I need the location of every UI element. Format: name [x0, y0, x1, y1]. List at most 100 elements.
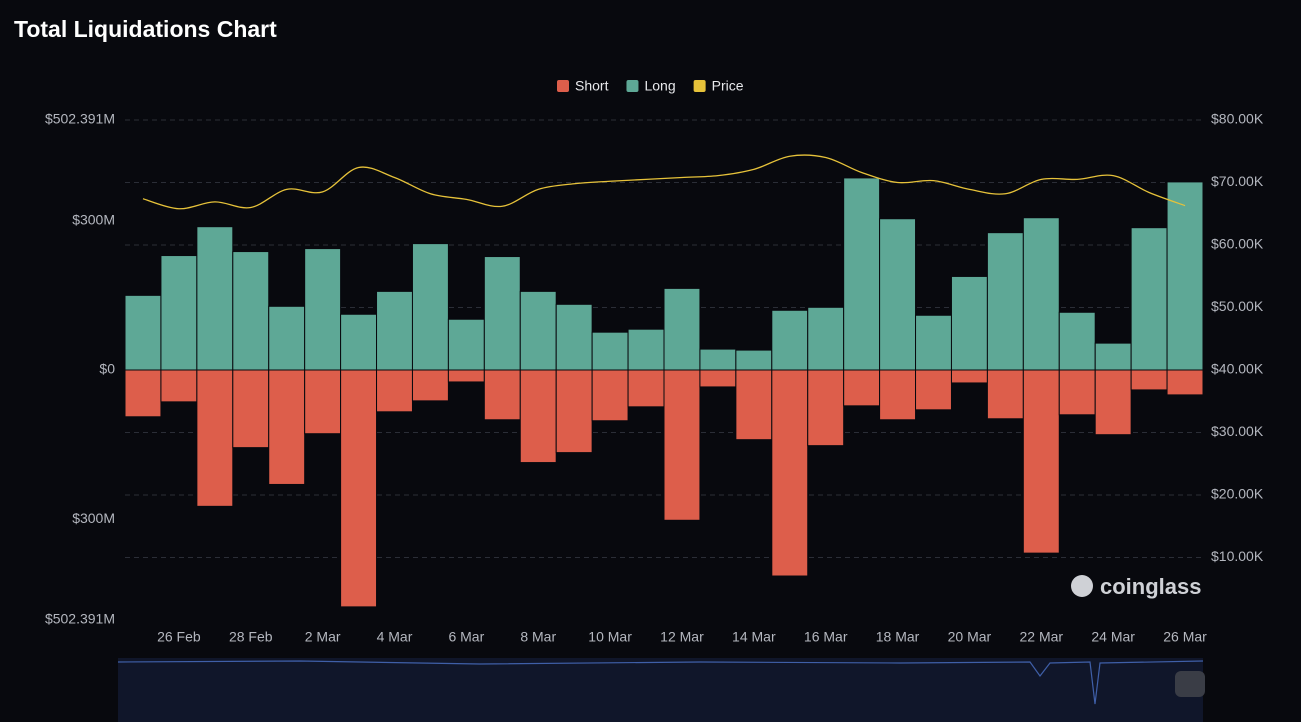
- watermark: coinglass: [1071, 574, 1201, 599]
- bar: [1094, 342, 1132, 371]
- x-tick-label: 10 Mar: [588, 629, 632, 645]
- bar: [1166, 369, 1204, 396]
- bar: [1130, 227, 1168, 371]
- bar: [124, 294, 162, 371]
- legend-swatch: [557, 80, 569, 92]
- bar: [879, 218, 917, 371]
- bar: [807, 369, 845, 447]
- bar: [268, 369, 306, 485]
- x-tick-label: 12 Mar: [660, 629, 704, 645]
- bar: [447, 318, 485, 371]
- legend-label: Long: [644, 78, 675, 94]
- x-tick-label: 16 Mar: [804, 629, 848, 645]
- bar: [663, 369, 701, 521]
- bar: [304, 248, 342, 371]
- bar: [268, 305, 306, 371]
- chart-title: Total Liquidations Chart: [14, 16, 277, 42]
- bar: [591, 331, 629, 371]
- x-tick-label: 6 Mar: [448, 629, 484, 645]
- bar: [411, 243, 449, 371]
- bar: [735, 349, 773, 371]
- bar: [1058, 369, 1096, 416]
- x-tick-label: 26 Mar: [1163, 629, 1207, 645]
- bar: [699, 348, 737, 371]
- y2-tick-label: $80.00K: [1211, 111, 1264, 127]
- bar: [986, 232, 1024, 371]
- x-tick-label: 18 Mar: [876, 629, 920, 645]
- x-tick-label: 14 Mar: [732, 629, 776, 645]
- bar: [160, 369, 198, 403]
- bar: [699, 369, 737, 388]
- y2-tick-label: $60.00K: [1211, 236, 1264, 252]
- bar: [771, 309, 809, 371]
- bar: [160, 255, 198, 371]
- bar: [519, 290, 557, 371]
- bar: [340, 313, 378, 371]
- x-tick-label: 26 Feb: [157, 629, 201, 645]
- bar: [591, 369, 629, 422]
- bar: [232, 251, 270, 371]
- bar: [915, 369, 952, 411]
- y-tick-label: $300M: [72, 211, 115, 227]
- legend-label: Short: [575, 78, 609, 94]
- x-tick-label: 22 Mar: [1020, 629, 1064, 645]
- bar: [411, 369, 449, 402]
- legend-swatch: [626, 80, 639, 92]
- bar: [376, 290, 413, 371]
- bar: [340, 369, 378, 608]
- y-tick-label: $502.391M: [45, 111, 115, 127]
- bar: [447, 369, 485, 383]
- y2-tick-label: $40.00K: [1211, 361, 1264, 377]
- bar: [843, 177, 881, 371]
- y-tick-label: $300M: [72, 510, 115, 526]
- bar: [376, 369, 413, 413]
- bar: [771, 369, 809, 577]
- x-tick-label: 4 Mar: [377, 629, 413, 645]
- bar: [915, 314, 952, 371]
- bar: [555, 369, 593, 454]
- watermark-text: coinglass: [1100, 574, 1201, 599]
- y2-tick-label: $30.00K: [1211, 423, 1264, 439]
- bar: [1058, 311, 1096, 371]
- navigator-handle[interactable]: [1175, 671, 1205, 697]
- bar: [1022, 217, 1060, 371]
- bar: [304, 369, 342, 435]
- bar: [627, 369, 665, 408]
- bar: [986, 369, 1024, 420]
- y2-tick-label: $70.00K: [1211, 173, 1264, 189]
- x-tick-label: 2 Mar: [305, 629, 341, 645]
- y2-tick-label: $20.00K: [1211, 486, 1264, 502]
- navigator[interactable]: [118, 658, 1203, 722]
- y2-tick-label: $50.00K: [1211, 298, 1264, 314]
- bar: [232, 369, 270, 449]
- bar: [196, 369, 234, 507]
- x-tick-label: 28 Feb: [229, 629, 273, 645]
- x-tick-label: 20 Mar: [948, 629, 992, 645]
- bar: [1166, 181, 1204, 371]
- bar: [196, 226, 234, 371]
- bar: [663, 287, 701, 371]
- y-tick-label: $0: [99, 361, 115, 377]
- navigator-line: [117, 660, 1204, 705]
- bar: [555, 303, 593, 371]
- bar: [483, 369, 521, 421]
- bar: [807, 306, 845, 371]
- bar: [950, 275, 988, 371]
- bar: [843, 369, 881, 407]
- bar: [124, 369, 162, 418]
- bar: [627, 328, 665, 371]
- legend-swatch: [693, 80, 706, 92]
- bar: [483, 256, 521, 371]
- bar: [519, 369, 557, 464]
- bar: [950, 369, 988, 384]
- bar: [1094, 369, 1132, 436]
- bar: [1130, 369, 1168, 391]
- x-tick-label: 8 Mar: [520, 629, 556, 645]
- price-line: [142, 154, 1186, 210]
- y-tick-label: $502.391M: [45, 611, 115, 627]
- bar: [879, 369, 917, 421]
- x-tick-label: 24 Mar: [1091, 629, 1135, 645]
- watermark-icon: [1071, 575, 1093, 597]
